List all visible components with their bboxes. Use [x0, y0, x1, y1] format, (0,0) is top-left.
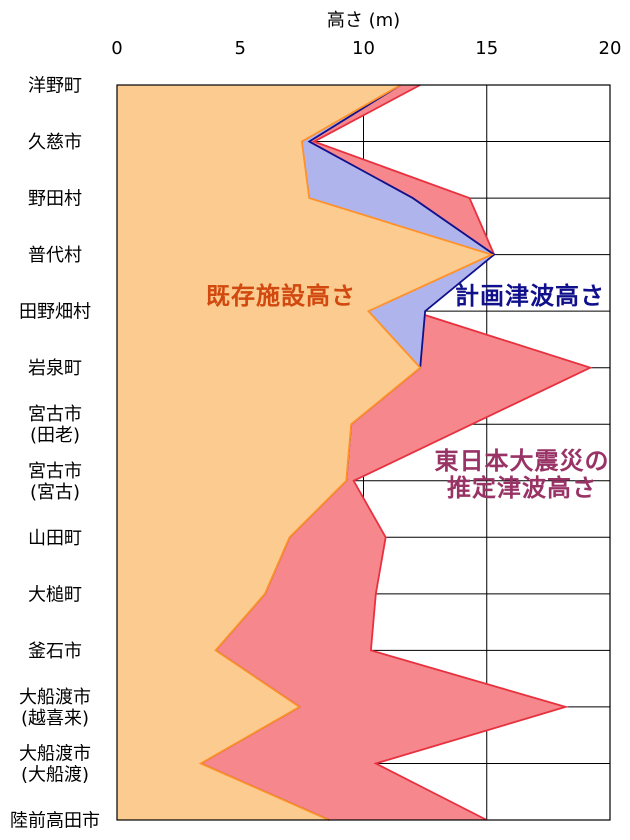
- category-label-12: 大船渡市(大船渡): [19, 743, 91, 785]
- edge-estimated-tsunami: [311, 84, 593, 821]
- category-label-0: 洋野町: [28, 76, 82, 97]
- area-existing-facility: [117, 85, 492, 820]
- category-label-6: 宮古市(田老): [28, 404, 82, 446]
- x-tick-label: 0: [111, 38, 122, 59]
- x-tick-label: 20: [599, 38, 622, 59]
- category-label-1: 久慈市: [28, 132, 82, 153]
- annotation-existing-facility-height: 既存施設高さ: [206, 282, 356, 310]
- annotation-estimated-tsunami-height: 東日本大震災の 推定津波高さ: [434, 447, 610, 502]
- x-tick-label: 5: [235, 38, 246, 59]
- category-label-10: 釜石市: [28, 641, 82, 662]
- category-label-7: 宮古市(宮古): [28, 461, 82, 503]
- category-label-5: 岩泉町: [28, 358, 82, 379]
- category-label-13: 陸前高田市: [10, 811, 100, 832]
- category-label-9: 大槌町: [28, 584, 82, 605]
- edge-existing-facility: [198, 84, 495, 821]
- category-label-2: 野田村: [28, 189, 82, 210]
- category-label-11: 大船渡市(越喜来): [19, 687, 91, 729]
- annotation-planned-tsunami-height: 計画津波高さ: [455, 282, 605, 310]
- category-label-8: 山田町: [28, 528, 82, 549]
- x-tick-label: 10: [352, 38, 375, 59]
- plot-border: [116, 84, 611, 821]
- x-tick-label: 15: [475, 38, 498, 59]
- category-label-4: 田野畑村: [19, 302, 91, 323]
- category-label-3: 普代村: [28, 245, 82, 266]
- x-axis-title: 高さ (m): [326, 10, 401, 31]
